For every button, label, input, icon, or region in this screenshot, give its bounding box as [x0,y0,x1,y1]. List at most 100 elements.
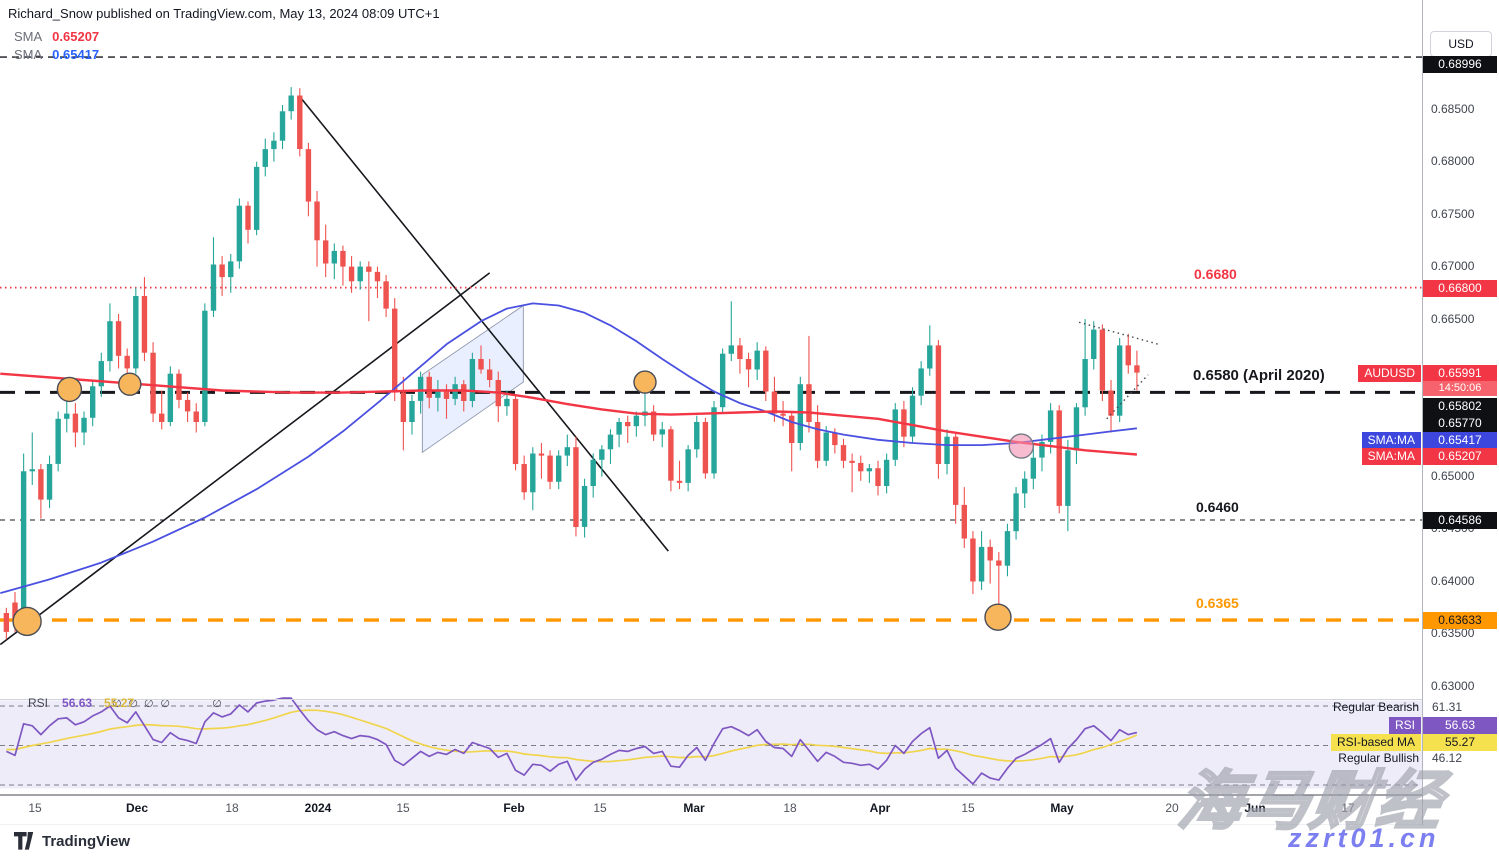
candle-down [219,264,225,278]
candle-down [961,504,967,539]
candle-up [564,447,571,456]
candlestick-series [3,87,1140,640]
candle-down [547,455,553,482]
candle-up [728,345,734,354]
candle-down [400,392,407,422]
time-axis-label: 2024 [304,801,332,815]
candle-up [1065,450,1071,506]
axis-price-badge: 0.65802 [1423,397,1497,415]
time-axis-label: 18 [783,801,797,815]
candle-up [98,361,104,387]
candle-down [348,266,355,282]
candle-down [625,422,631,427]
candle-up [417,376,424,401]
orange-circle-marker [633,370,657,394]
rsi-pivot-label: Regular Bearish [1332,700,1419,714]
candle-up [719,353,726,408]
indicator-legend-sma-slow[interactable]: SMA 0.65417 [14,47,99,62]
sma-label: SMA [14,29,43,44]
symbol-badge: AUDUSD [1358,364,1421,382]
candle-down [383,281,389,309]
candle-up [685,449,691,483]
candle-wick [661,422,663,448]
trendline-2 [0,272,491,646]
candle-up [599,449,605,460]
candle-down [702,422,709,474]
candle-down [573,447,579,527]
candle-down [1108,390,1114,416]
candle-down [193,411,199,422]
candle-up [46,464,53,500]
axis-price-badge: 0.65417 [1423,431,1497,449]
candle-down [443,390,450,399]
price-tick: 0.68500 [1431,102,1475,116]
pennant-dotted-line-1 [1078,321,1159,345]
candle-down [38,469,44,500]
currency-toggle-button[interactable]: USD [1430,31,1492,57]
time-axis-label: 17 [1341,801,1355,815]
sma-ma-badge: SMA:MA [1361,447,1421,465]
no-divergence-icon: ∅ [212,698,222,710]
no-divergence-icon: ∅ [112,698,122,710]
level-label: 0.6365 [1196,595,1239,611]
axis-price-badge: 0.64586 [1423,511,1497,529]
candle-up [530,453,536,493]
axis-price-badge: 56.63 [1423,716,1497,734]
time-axis-label: 15 [28,801,42,815]
candle-up [1013,493,1019,532]
candle-up [262,149,268,167]
candle-down [970,538,976,582]
level-label: 0.6460 [1196,499,1239,515]
candle-up [20,471,27,621]
candle-up [1030,457,1037,479]
price-tick: 0.64000 [1431,574,1475,588]
candle-up [909,395,916,437]
candle-down [159,413,165,422]
candle-down [952,436,959,505]
rsi-indicator-badge: RSI-based MA [1330,733,1421,751]
rsi-legend[interactable]: RSI 56.63 55.27 [28,696,134,710]
tradingview-logo-text: TradingView [42,832,131,850]
axis-price-badge: 0.66800 [1423,279,1497,297]
candle-up [581,486,588,527]
level-label: 0.6580 (April 2020) [1193,367,1325,384]
trendline-1 [299,96,669,552]
candle-up [435,390,441,398]
candle-down [840,445,847,461]
candle-up [202,310,208,422]
candle-up [1116,345,1123,416]
candle-up [271,140,277,150]
candle-down [987,546,993,561]
candle-up [797,384,804,443]
candle-up [288,95,294,112]
time-axis-label: 20 [1165,801,1179,815]
candle-up [590,459,596,486]
tradingview-logo[interactable]: TradingView [14,832,130,850]
time-axis-label: Apr [869,801,891,815]
candle-up [55,418,61,464]
sma-fast-value: 0.65207 [52,29,100,44]
time-axis-label: 18 [225,801,239,815]
candle-down [745,359,752,370]
candle-down [875,468,881,486]
candle-up [1047,410,1054,442]
candle-down [789,415,795,443]
axis-price-badge: 0.63633 [1423,611,1497,629]
chart-canvas[interactable]: ∅ ∅ ∅ ∅ ∅ [0,0,1422,826]
price-tick: 0.67000 [1431,259,1475,273]
candle-down [340,250,346,267]
orange-circle-marker [984,603,1012,631]
time-axis-label: Dec [125,801,149,815]
candle-up [64,413,70,419]
candle-down [996,560,1002,566]
time-axis[interactable]: 15 Dec 18 2024 15 Feb 15 Mar 18 Apr 15 May 20 Jun 17 [0,795,1499,825]
candle-up [883,459,890,486]
candle-wick [998,552,1000,622]
price-tick: 0.66500 [1431,312,1475,326]
candle-up [754,350,760,370]
candle-down [763,350,769,392]
candle-up [659,429,665,435]
candle-down [72,413,79,433]
indicator-legend-sma-fast[interactable]: SMA 0.65207 [14,29,99,44]
candle-wick [601,445,603,477]
